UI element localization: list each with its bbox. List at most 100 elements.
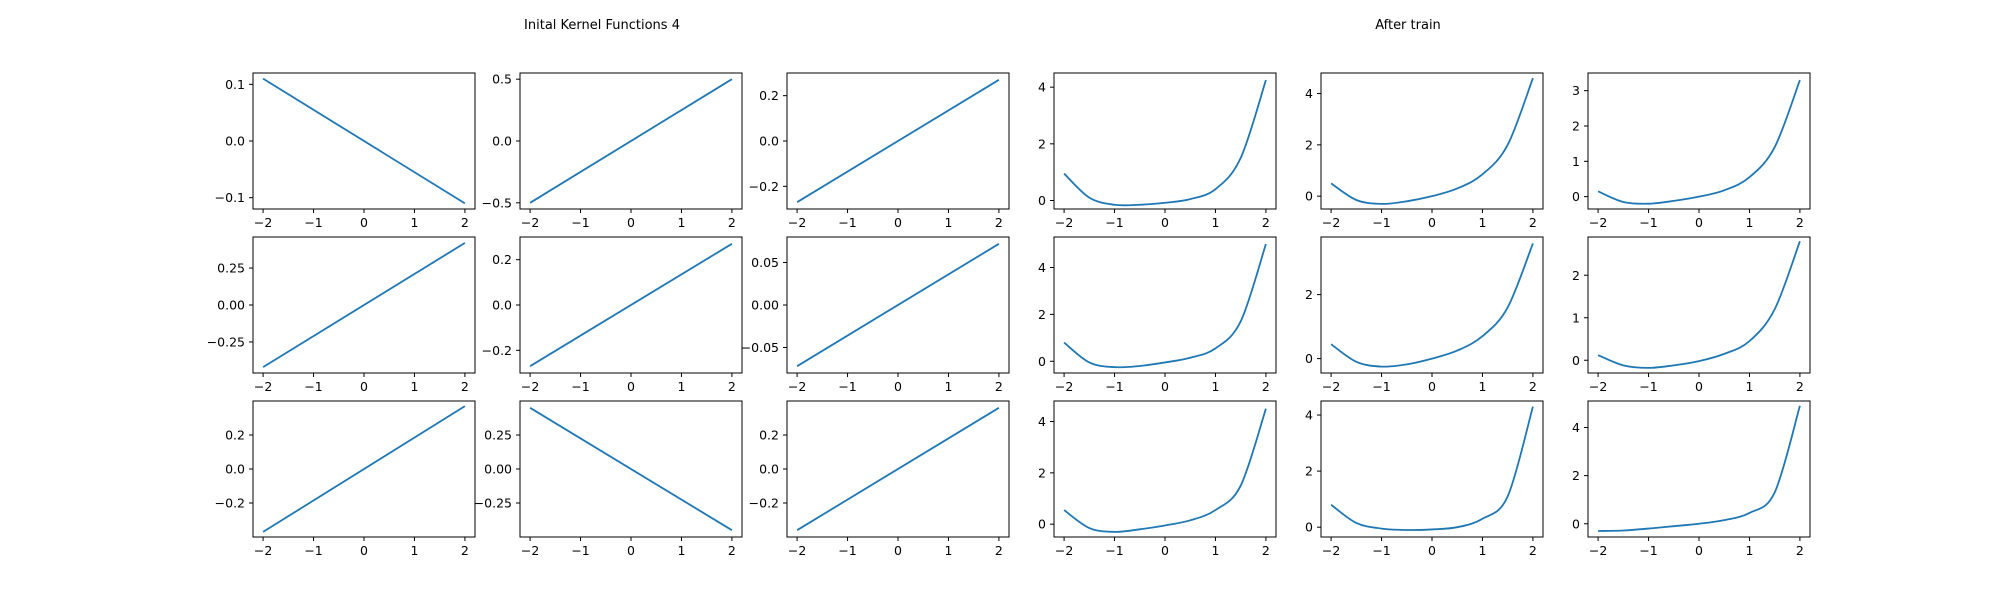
- x-tick-label: −1: [304, 543, 322, 558]
- y-tick-label: 2: [1305, 287, 1313, 302]
- x-tick-label: 1: [410, 215, 418, 230]
- x-tick-label: 1: [1478, 379, 1486, 394]
- series-line: [262, 242, 466, 368]
- y-tick-label: 0.0: [492, 298, 512, 313]
- x-tick-label: 1: [410, 379, 418, 394]
- y-tick-label: 0: [1305, 189, 1313, 204]
- x-tick-label: 0: [894, 215, 902, 230]
- x-tick-label: 1: [677, 543, 685, 558]
- y-tick-label: 0.1: [225, 77, 245, 92]
- x-tick-label: −2: [254, 215, 272, 230]
- x-tick-label: 2: [995, 543, 1003, 558]
- y-tick-label: 2: [1572, 268, 1580, 283]
- x-tick-label: −1: [571, 215, 589, 230]
- x-tick-label: 0: [1428, 215, 1436, 230]
- x-tick-label: 2: [728, 215, 736, 230]
- x-tick-label: −2: [254, 543, 272, 558]
- series-line: [529, 78, 733, 204]
- y-tick-label: 0: [1305, 351, 1313, 366]
- y-tick-label: 0: [1305, 520, 1313, 535]
- y-tick-label: 1: [1572, 310, 1580, 325]
- y-tick-label: 3: [1572, 83, 1580, 98]
- x-tick-label: 0: [1161, 215, 1169, 230]
- x-tick-label: −1: [1105, 543, 1123, 558]
- y-tick-label: 0: [1038, 517, 1046, 532]
- x-tick-label: −2: [521, 543, 539, 558]
- x-tick-label: −2: [1322, 543, 1340, 558]
- x-tick-label: −1: [304, 215, 322, 230]
- title-initial-kernels: Inital Kernel Functions 4: [524, 18, 680, 33]
- x-tick-label: 2: [1262, 215, 1270, 230]
- y-tick-label: −0.1: [215, 190, 245, 205]
- subplot-r2-c5: −2 −1 0 1 2 4 2 0: [1572, 400, 1811, 558]
- series-line: [262, 77, 466, 205]
- y-tick-label: 2: [1038, 307, 1046, 322]
- x-tick-label: 1: [1478, 215, 1486, 230]
- series-line: [1063, 243, 1267, 369]
- series-line: [796, 79, 1000, 203]
- y-tick-label: 0.0: [759, 462, 779, 477]
- y-tick-label: 4: [1038, 260, 1046, 275]
- subplot-r2-c0: −2 −1 0 1 2 0.2 0.0 −0.2: [215, 400, 476, 558]
- x-tick-label: 2: [1796, 379, 1804, 394]
- series-line: [529, 243, 733, 367]
- y-tick-label: 0.05: [751, 255, 779, 270]
- x-tick-label: 2: [1262, 543, 1270, 558]
- subplot-r1-c0: −2 −1 0 1 2 0.25 0.00 −0.25: [207, 236, 476, 394]
- x-tick-label: −2: [1055, 543, 1073, 558]
- title-after-train: After train: [1375, 18, 1441, 33]
- y-tick-label: 0.0: [225, 134, 245, 149]
- x-tick-label: −2: [788, 543, 806, 558]
- subplot-r2-c4: −2 −1 0 1 2 4 2 0: [1305, 400, 1544, 558]
- series-line: [1063, 408, 1267, 533]
- subplot-r1-c3: −2 −1 0 1 2 4 2 0: [1038, 236, 1277, 394]
- series-line: [1330, 406, 1534, 531]
- y-tick-label: −0.2: [482, 343, 512, 358]
- subplot-grid: −2 −1 0 1 2 0.1 0.0 −0.1 −2 −1 0 1 2 0.5 0.0 −0.5 −2 −1 0 1…: [207, 72, 1811, 558]
- x-tick-label: −2: [1322, 215, 1340, 230]
- y-tick-label: 0.2: [225, 428, 245, 443]
- y-tick-label: 0.00: [217, 298, 245, 313]
- y-tick-label: −0.5: [482, 195, 512, 210]
- series-line: [529, 407, 733, 531]
- x-tick-label: −1: [1105, 379, 1123, 394]
- y-tick-label: 0: [1572, 189, 1580, 204]
- x-tick-label: 0: [1695, 215, 1703, 230]
- series-line: [796, 407, 1000, 531]
- x-tick-label: 2: [461, 543, 469, 558]
- x-tick-label: 0: [1161, 543, 1169, 558]
- y-tick-label: 0.00: [751, 298, 779, 313]
- y-tick-label: 0: [1038, 193, 1046, 208]
- subplot-r1-c1: −2 −1 0 1 2 0.2 0.0 −0.2: [482, 236, 743, 394]
- x-tick-label: −1: [571, 379, 589, 394]
- x-tick-label: −2: [788, 215, 806, 230]
- x-tick-label: −1: [838, 215, 856, 230]
- x-tick-label: 2: [995, 379, 1003, 394]
- x-tick-label: 0: [1695, 379, 1703, 394]
- y-tick-label: −0.25: [207, 334, 245, 349]
- x-tick-label: 1: [1745, 215, 1753, 230]
- series-line: [262, 405, 466, 533]
- x-tick-label: 2: [728, 379, 736, 394]
- y-tick-label: 1: [1572, 154, 1580, 169]
- x-tick-label: −1: [1372, 379, 1390, 394]
- series-line: [1597, 79, 1801, 205]
- x-tick-label: 0: [894, 379, 902, 394]
- subplot-r2-c1: −2 −1 0 1 2 0.25 0.00 −0.25: [474, 400, 743, 558]
- x-tick-label: −2: [1055, 379, 1073, 394]
- x-tick-label: −2: [788, 379, 806, 394]
- series-line: [1598, 405, 1801, 532]
- x-tick-label: 0: [1161, 379, 1169, 394]
- series-line: [1330, 243, 1534, 368]
- subplot-r2-c2: −2 −1 0 1 2 0.2 0.0 −0.2: [749, 400, 1010, 558]
- x-tick-label: −1: [1639, 215, 1657, 230]
- y-tick-label: 0.0: [225, 462, 245, 477]
- y-tick-label: −0.2: [215, 496, 245, 511]
- x-tick-label: 2: [728, 543, 736, 558]
- x-tick-label: −1: [1639, 379, 1657, 394]
- x-tick-label: −1: [1372, 215, 1390, 230]
- x-tick-label: 0: [360, 543, 368, 558]
- subplot-r0-c0: −2 −1 0 1 2 0.1 0.0 −0.1: [215, 72, 476, 230]
- subplot-r0-c3: −2 −1 0 1 2 4 2 0: [1038, 72, 1277, 230]
